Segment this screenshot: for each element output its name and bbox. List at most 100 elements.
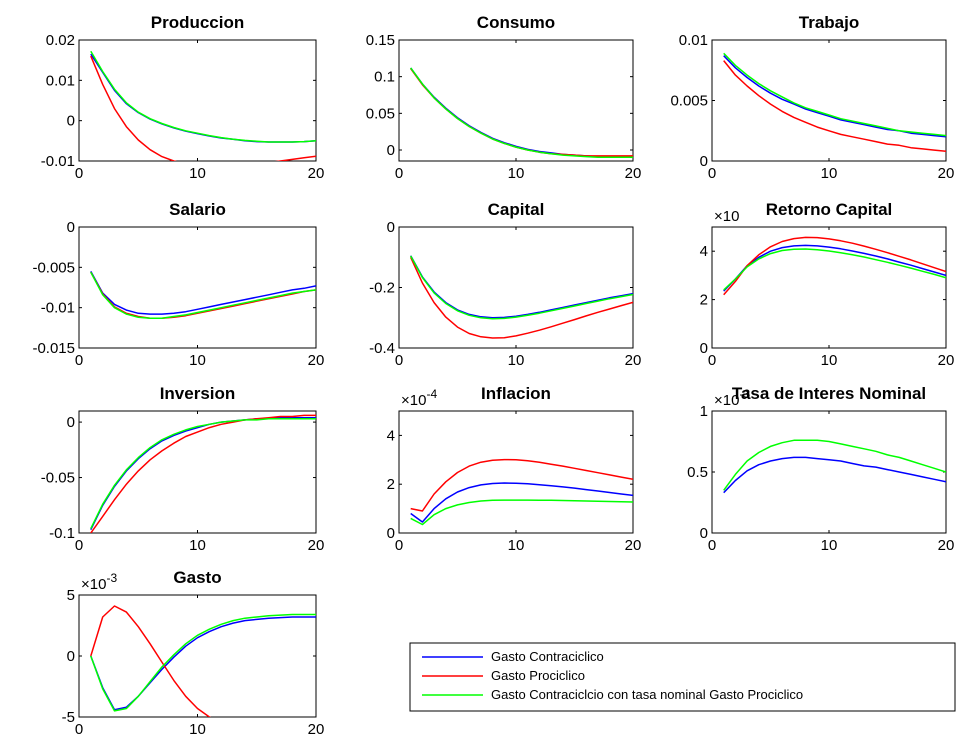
inflacion-xtick-label: 10 [508,537,525,554]
trabajo-axes-box [711,39,947,162]
trabajo-ytick-label: 0.01 [679,32,708,49]
inversion-xtick-label: 10 [189,537,206,554]
inversion-series-gasto-prociclico [90,414,316,533]
gasto-series-gasto-prociclico [90,605,212,717]
legend-box [409,642,956,712]
salario-series-gasto-contraciclico [90,271,316,315]
retorno-capital-series-gasto-prociclico [723,236,946,296]
inversion-series-group [90,414,316,533]
retorno-capital-axes-box [711,226,947,349]
capital-ytick-label: 0 [387,219,395,236]
tasa-de-interes-nominal-xtick-label: 0 [708,537,716,554]
salario-series-gasto-prociclico [90,271,316,319]
inflacion-ytick-label: 0 [387,525,395,542]
legend-label-contraciclico-tasa-nominal: Gasto Contraciclcio con tasa nominal Gas… [491,687,803,702]
salario-xtick-label: 10 [189,352,206,369]
tasa-de-interes-nominal-axes-box [711,410,947,534]
retorno-capital-series-group [723,236,946,296]
retorno-capital-title: Retorno Capital [766,200,893,219]
retorno-capital-ytick-label: 0 [700,340,708,357]
capital-series-group [410,255,633,339]
inversion-xtick-label: 0 [75,537,83,554]
subplot-inversion: 0 10 20 -0.1 -0.05 0 Inversion [41,384,325,554]
produccion-series-gasto-contraciclcio-con-tasa-nominal-gasto-prociclico [90,50,316,143]
capital-xtick-label: 0 [395,352,403,369]
tasa-de-interes-nominal-xtick-label: 10 [821,537,838,554]
capital-xtick-label: 20 [625,352,642,369]
produccion-series-group [90,50,316,161]
gasto-series-gasto-contraciclcio-con-tasa-nominal-gasto-prociclico [90,613,316,712]
produccion-axes-box [78,39,317,162]
produccion-xtick-label: 10 [189,165,206,182]
salario-xtick-label: 0 [75,352,83,369]
subplot-salario: 0 10 20 -0.015 -0.01 -0.005 0 Salario [32,200,324,369]
inflacion-exponent-label: ×10-4 [401,387,437,409]
produccion-xtick-label: 0 [75,165,83,182]
produccion-ytick-label: 0.02 [46,32,75,49]
salario-series-gasto-contraciclcio-con-tasa-nominal-gasto-prociclico [90,271,316,319]
subplot-inflacion: 0 10 20 0 2 4 ×10-4 Inflacion [387,384,642,554]
trabajo-xtick-label: 0 [708,165,716,182]
trabajo-xtick-label: 10 [821,165,838,182]
tasa-de-interes-nominal-ytick-label: 1 [700,403,708,420]
trabajo-xtick-label: 20 [938,165,955,182]
consumo-title: Consumo [477,13,555,32]
inversion-ytick-label: 0 [67,414,75,431]
inflacion-series-group [410,458,633,526]
retorno-capital-xtick-label: 10 [821,352,838,369]
inversion-xtick-label: 20 [308,537,325,554]
inversion-ytick-label: -0.05 [41,470,75,487]
consumo-xtick-label: 20 [625,165,642,182]
salario-xtick-label: 20 [308,352,325,369]
salario-ytick-label: -0.015 [32,340,75,357]
subplot-capital: 0 10 20 -0.4 -0.2 0 Capital [369,200,641,369]
subplot-retorno-capital: 0 10 20 0 2 4 ×10 Retorno Capital [700,200,955,369]
salario-ytick-label: -0.01 [41,300,75,317]
inflacion-xtick-label: 20 [625,537,642,554]
capital-axes-box [398,226,634,349]
tasa-de-interes-nominal-ytick-label: 0 [700,525,708,542]
capital-xtick-label: 10 [508,352,525,369]
legend-label-prociclico: Gasto Prociclico [491,668,585,683]
capital-series-gasto-contraciclcio-con-tasa-nominal-gasto-prociclico [410,255,633,320]
inflacion-series-gasto-prociclico [410,458,633,512]
inflacion-series-gasto-contraciclcio-con-tasa-nominal-gasto-prociclico [410,499,633,526]
salario-axes-box [78,226,317,349]
legend-label-contraciclico: Gasto Contraciclico [491,649,604,664]
gasto-exponent-label: ×10-3 [81,571,117,593]
gasto-ytick-label: 0 [67,648,75,665]
inflacion-ytick-label: 4 [387,427,395,444]
retorno-capital-series-gasto-contraciclico [723,244,946,292]
consumo-ytick-label: 0.15 [366,32,395,49]
consumo-ytick-label: 0.1 [374,69,395,86]
tasa-de-interes-nominal-exponent-label: ×10-3 [714,387,750,409]
consumo-ytick-label: 0 [387,142,395,159]
subplot-trabajo: 0 10 20 0 0.005 0.01 Trabajo [670,13,954,182]
produccion-ytick-label: 0.01 [46,72,75,89]
salario-ytick-label: -0.005 [32,259,75,276]
salario-title: Salario [169,200,226,219]
produccion-title: Produccion [151,13,245,32]
trabajo-ytick-label: 0.005 [670,93,708,110]
gasto-ytick-label: 5 [67,587,75,604]
retorno-capital-xtick-label: 20 [938,352,955,369]
produccion-ytick-label: 0 [67,113,75,130]
trabajo-ytick-label: 0 [700,153,708,170]
trabajo-series-gasto-contraciclcio-con-tasa-nominal-gasto-prociclico [723,52,946,137]
inflacion-ytick-label: 2 [387,476,395,493]
retorno-capital-ytick-label: 4 [700,243,708,260]
retorno-capital-xtick-label: 0 [708,352,716,369]
inversion-axes-box [78,410,317,534]
tasa-de-interes-nominal-series-gasto-contraciclcio-con-tasa-nominal-gasto-prociclico [723,439,946,491]
tasa-de-interes-nominal-title: Tasa de Interes Nominal [732,384,926,403]
tasa-de-interes-nominal-series-group [723,439,946,494]
salario-series-group [90,271,316,319]
trabajo-series-gasto-prociclico [723,60,946,153]
trabajo-title: Trabajo [799,13,859,32]
inflacion-title: Inflacion [481,384,551,403]
capital-title: Capital [488,200,545,219]
